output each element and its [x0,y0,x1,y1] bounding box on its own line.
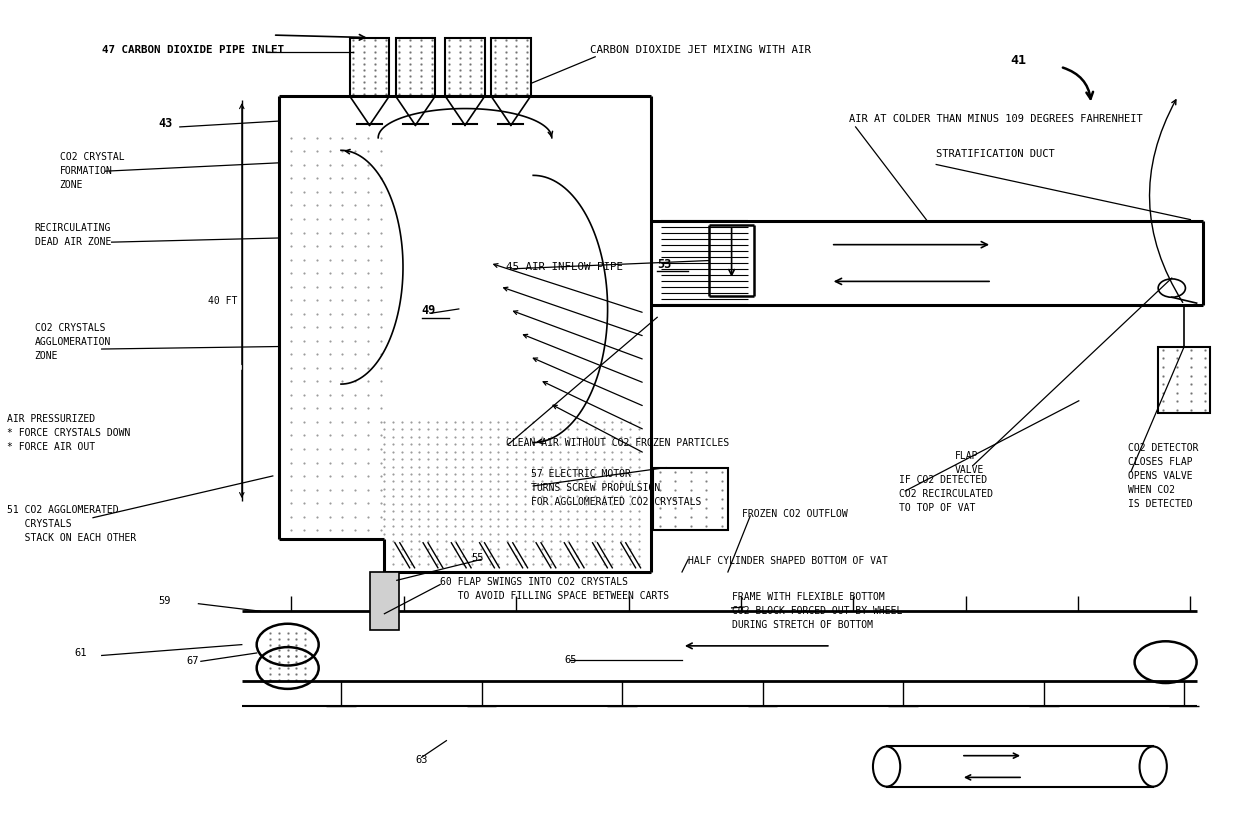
Text: STRATIFICATION DUCT: STRATIFICATION DUCT [936,149,1055,159]
Text: 51 CO2 AGGLOMERATED
   CRYSTALS
   STACK ON EACH OTHER: 51 CO2 AGGLOMERATED CRYSTALS STACK ON EA… [7,505,136,544]
Bar [350,38,389,96]
Text: CO2 CRYSTAL
FORMATION
ZONE: CO2 CRYSTAL FORMATION ZONE [60,152,124,190]
Ellipse shape [873,746,900,787]
Text: 55: 55 [471,553,484,563]
Text: 53: 53 [657,258,671,271]
Text: CLEAN AIR WITHOUT CO2 FROZEN PARTICLES: CLEAN AIR WITHOUT CO2 FROZEN PARTICLES [506,438,729,448]
Text: CO2 DETECTOR
CLOSES FLAP
OPENS VALVE
WHEN CO2
IS DETECTED: CO2 DETECTOR CLOSES FLAP OPENS VALVE WHE… [1128,443,1199,509]
Text: 47 CARBON DIOXIDE PIPE INLET: 47 CARBON DIOXIDE PIPE INLET [102,45,284,55]
Text: AIR PRESSURIZED
* FORCE CRYSTALS DOWN
* FORCE AIR OUT: AIR PRESSURIZED * FORCE CRYSTALS DOWN * … [7,413,130,452]
Bar [491,38,531,96]
Bar [396,38,435,96]
Text: 65: 65 [564,655,577,665]
Text: RECIRCULATING
DEAD AIR ZONE: RECIRCULATING DEAD AIR ZONE [35,224,112,247]
Text: 57 ELECTRIC MOTOR
TURNS SCREW PROPULSION
FOR AGGLOMERATED CO2 CRYSTALS: 57 ELECTRIC MOTOR TURNS SCREW PROPULSION… [531,469,701,508]
Text: CARBON DIOXIDE JET MIXING WITH AIR: CARBON DIOXIDE JET MIXING WITH AIR [590,45,811,55]
Text: 45 AIR INFLOW PIPE: 45 AIR INFLOW PIPE [506,262,622,272]
Text: FLAP
VALVE: FLAP VALVE [955,452,985,475]
Text: 43: 43 [159,117,172,130]
Bar [1158,347,1210,413]
Text: IF CO2 DETECTED
CO2 RECIRCULATED
TO TOP OF VAT: IF CO2 DETECTED CO2 RECIRCULATED TO TOP … [899,475,993,514]
Text: HALF CYLINDER SHAPED BOTTOM OF VAT: HALF CYLINDER SHAPED BOTTOM OF VAT [688,556,888,566]
Text: FROZEN CO2 OUTFLOW: FROZEN CO2 OUTFLOW [742,509,847,519]
Text: 40 FT: 40 FT [208,296,238,306]
Text: CO2 CRYSTALS
AGGLOMERATION
ZONE: CO2 CRYSTALS AGGLOMERATION ZONE [35,323,112,362]
Text: 60 FLAP SWINGS INTO CO2 CRYSTALS
   TO AVOID FILLING SPACE BETWEEN CARTS: 60 FLAP SWINGS INTO CO2 CRYSTALS TO AVOI… [440,577,670,600]
Text: 63: 63 [415,755,428,765]
Bar [653,468,728,530]
Text: 59: 59 [159,596,171,606]
Bar [370,572,399,630]
Bar [445,38,485,96]
Text: FRAME WITH FLEXIBLE BOTTOM
CO2 BLOCK FORCED OUT BY WHEEL
DURING STRETCH OF BOTTO: FRAME WITH FLEXIBLE BOTTOM CO2 BLOCK FOR… [732,592,901,630]
Ellipse shape [1140,746,1167,787]
Text: 41: 41 [1011,53,1027,67]
Text: 67: 67 [186,656,198,666]
Text: 49: 49 [422,304,435,317]
Text: 61: 61 [74,648,87,658]
Bar [887,746,1153,787]
Text: AIR AT COLDER THAN MINUS 109 DEGREES FAHRENHEIT: AIR AT COLDER THAN MINUS 109 DEGREES FAH… [849,114,1143,124]
